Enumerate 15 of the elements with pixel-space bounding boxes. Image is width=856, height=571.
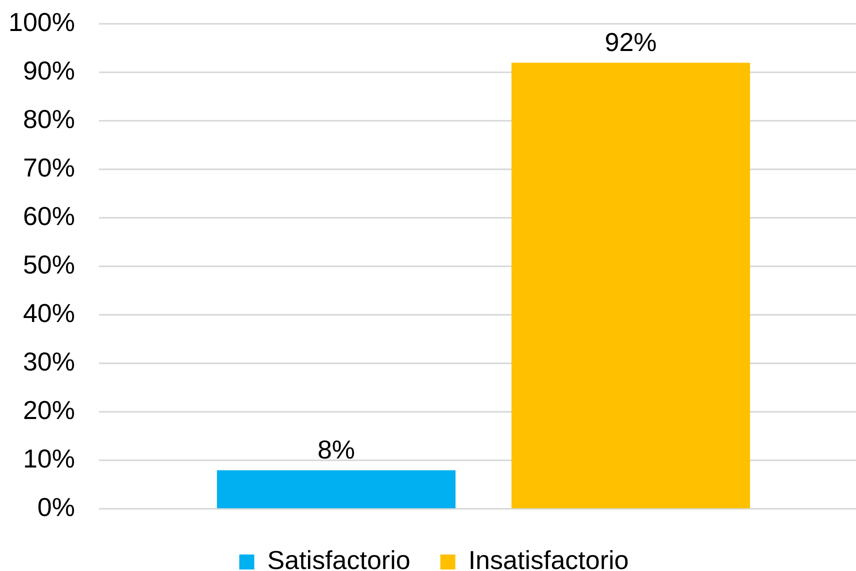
y-tick-label: 100% bbox=[8, 7, 75, 38]
legend-label: Insatisfactorio bbox=[468, 545, 629, 571]
legend-label: Satisfactorio bbox=[267, 545, 410, 571]
y-tick-label: 0% bbox=[37, 492, 75, 522]
data-label: 92% bbox=[604, 26, 657, 57]
y-tick-label: 70% bbox=[22, 152, 75, 183]
y-tick-label: 60% bbox=[22, 201, 75, 232]
y-tick-label: 50% bbox=[22, 250, 75, 280]
data-label: 8% bbox=[317, 434, 356, 464]
y-tick-label: 90% bbox=[22, 56, 75, 86]
y-tick-label: 30% bbox=[22, 346, 75, 377]
y-tick-label: 10% bbox=[22, 444, 75, 474]
y-tick-label: 80% bbox=[22, 104, 75, 134]
y-tick-label: 40% bbox=[22, 298, 75, 328]
y-tick-label: 20% bbox=[22, 395, 75, 426]
